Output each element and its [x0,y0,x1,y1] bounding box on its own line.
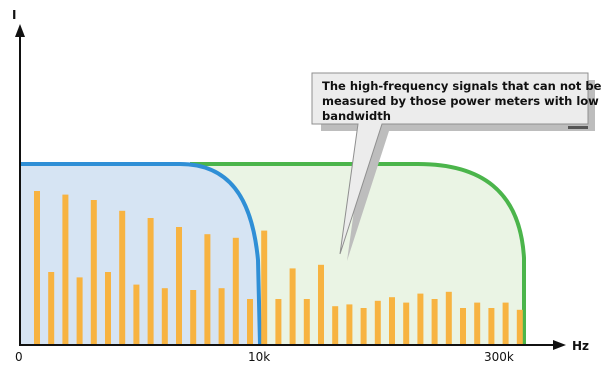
signal-bar [460,308,466,344]
signal-bar [431,299,438,344]
signal-bar [190,290,197,344]
signal-bar [147,218,154,344]
signal-bar [417,293,424,344]
callout-line-2: measured by those power meters with low [322,94,599,108]
signal-bar [318,264,324,344]
signal-bar [76,277,83,344]
signal-bar [289,268,296,344]
callout-line-1: The high-frequency signals that can not … [322,79,602,93]
signal-bar [389,297,395,344]
signal-bar [119,210,126,344]
y-axis-arrow [15,24,25,37]
signal-bar [516,309,523,344]
signal-bar [161,288,168,344]
low-bandwidth-curve [20,162,262,345]
signal-bar [34,191,40,344]
x-tick-300k: 300k [484,350,514,364]
signal-bar [62,194,69,344]
x-tick-10k: 10k [248,350,270,364]
x-axis-label: Hz [572,339,589,353]
signal-bar [303,299,310,344]
signal-bars [34,191,523,344]
signal-bar [346,304,353,344]
signal-bar [502,302,509,344]
y-axis-label: I [12,8,16,22]
signal-bar [247,299,253,344]
signal-bar [232,237,239,344]
signal-bar [90,200,97,344]
x-axis-arrow [553,340,566,350]
signal-bar [403,302,410,344]
callout-edge-mark [568,126,588,129]
callout: The high-frequency signals that can not … [311,72,604,261]
signal-bar [261,230,268,344]
signal-bar [474,302,481,344]
signal-bar [360,308,367,344]
signal-bar [332,306,339,344]
callout-shadow [321,80,595,261]
signal-bar [105,272,111,344]
high-bandwidth-curve [190,162,526,344]
signal-bar [218,288,225,344]
svg-text:The high-frequency signals tha: The high-frequency signals that can not … [322,79,604,123]
signal-bar [488,308,495,344]
signal-bar [374,300,381,344]
x-tick-0: 0 [15,350,23,364]
signal-bar [133,284,140,344]
signal-bar [204,234,211,344]
callout-bubble [311,72,589,255]
signal-bar [275,299,282,344]
callout-line-3: bandwidth [322,109,391,123]
signal-bar [48,272,55,344]
signal-bar [176,227,182,344]
signal-bar [445,291,452,344]
